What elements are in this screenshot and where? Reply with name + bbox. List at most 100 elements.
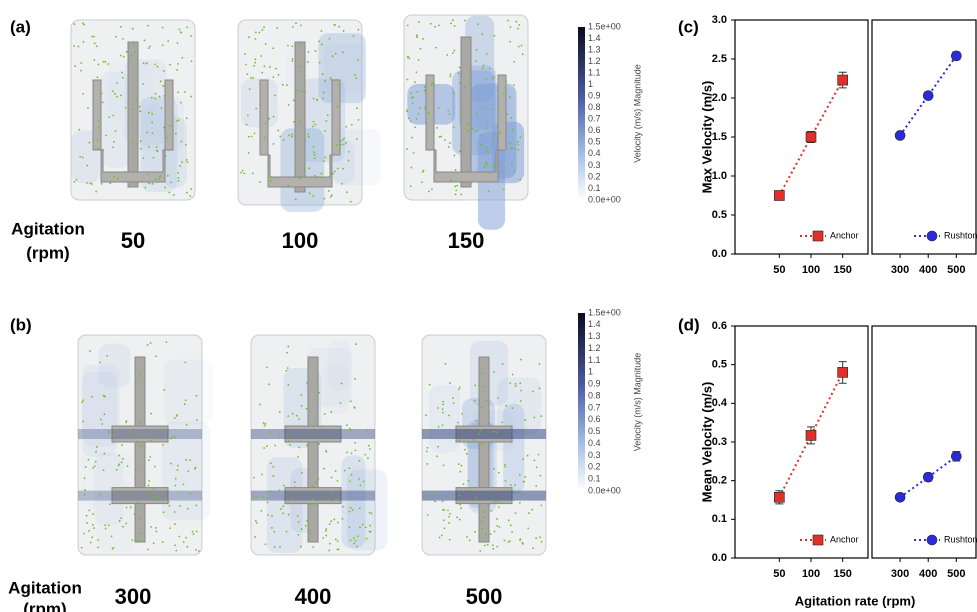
particle (492, 548, 495, 550)
particle (177, 91, 180, 94)
particle (139, 140, 142, 143)
particle (277, 129, 280, 132)
particle (131, 27, 134, 30)
colorbar-label: 1.2 (588, 56, 601, 66)
particle (149, 456, 152, 458)
colorbar-label: 1 (588, 367, 593, 377)
particle (256, 495, 259, 498)
particle (418, 21, 420, 24)
legend-label: Rushton (944, 534, 977, 544)
particle (95, 450, 97, 453)
particle (190, 188, 193, 190)
particle (308, 167, 311, 170)
flow-jet (422, 429, 546, 439)
particle (80, 69, 82, 72)
particle (158, 95, 161, 98)
particle (154, 495, 157, 498)
particle (73, 180, 76, 183)
particle (78, 128, 81, 131)
shaft (478, 356, 490, 543)
particle (113, 175, 116, 178)
particle (531, 508, 534, 511)
particle (514, 382, 517, 385)
particle (406, 148, 408, 151)
particle (370, 512, 373, 515)
particle (180, 140, 183, 143)
particle (501, 363, 504, 366)
particle (528, 512, 530, 515)
marker (951, 451, 962, 462)
particle (412, 96, 415, 99)
particle (321, 73, 324, 75)
particle (465, 452, 468, 455)
particle (350, 452, 353, 455)
particle (535, 466, 538, 469)
flow-field (81, 372, 117, 457)
particle (272, 465, 275, 468)
colorbar-label: 0.6 (588, 125, 601, 135)
particle (416, 34, 418, 37)
particle (115, 35, 118, 38)
particle (345, 125, 348, 128)
particle (459, 470, 462, 473)
particle (453, 154, 456, 157)
particle (186, 161, 189, 164)
particle (469, 39, 472, 42)
flow-jet (78, 490, 202, 501)
particle (466, 123, 469, 126)
particle (131, 108, 134, 110)
particle (173, 436, 176, 439)
particle (296, 515, 299, 518)
particle (196, 419, 198, 421)
x-tick-label: 400 (919, 264, 937, 276)
particle (519, 358, 522, 361)
particle (184, 399, 187, 402)
particle (335, 498, 338, 500)
particle (114, 130, 117, 133)
particle (524, 476, 527, 478)
particle (136, 99, 139, 101)
particle (436, 455, 439, 458)
flow-field (429, 384, 461, 453)
particle (125, 522, 128, 525)
particle (481, 107, 484, 110)
particle (362, 480, 365, 483)
panel-label: (c) (678, 17, 699, 36)
particle (276, 27, 279, 29)
particle (483, 510, 485, 513)
particle (259, 181, 261, 184)
particle (312, 120, 315, 123)
particle (154, 92, 157, 95)
particle (335, 144, 338, 147)
series-line (778, 371, 844, 498)
particle (84, 488, 86, 491)
particle (280, 508, 282, 510)
particle (513, 170, 516, 172)
particle (133, 50, 136, 53)
particle (492, 430, 495, 433)
particle (338, 148, 341, 151)
panel-label: (a) (10, 17, 31, 36)
flow-jet (251, 490, 375, 501)
particle (254, 38, 257, 40)
particle (177, 171, 180, 174)
particle (442, 400, 444, 403)
particle (330, 476, 333, 479)
colorbar-label: 0.4 (588, 148, 601, 158)
particle (477, 383, 480, 385)
particle (148, 480, 150, 482)
particle (250, 76, 252, 79)
particle (485, 146, 488, 149)
flow-field (332, 128, 381, 186)
particle (313, 153, 316, 156)
particle (329, 77, 332, 79)
particle (185, 424, 188, 426)
colorbar-label: 1.4 (588, 33, 601, 43)
particle (125, 421, 128, 424)
particle (136, 440, 138, 443)
particle (348, 510, 351, 513)
particle (480, 144, 483, 147)
particle (320, 172, 323, 175)
particle (457, 463, 460, 465)
particle (254, 31, 257, 34)
